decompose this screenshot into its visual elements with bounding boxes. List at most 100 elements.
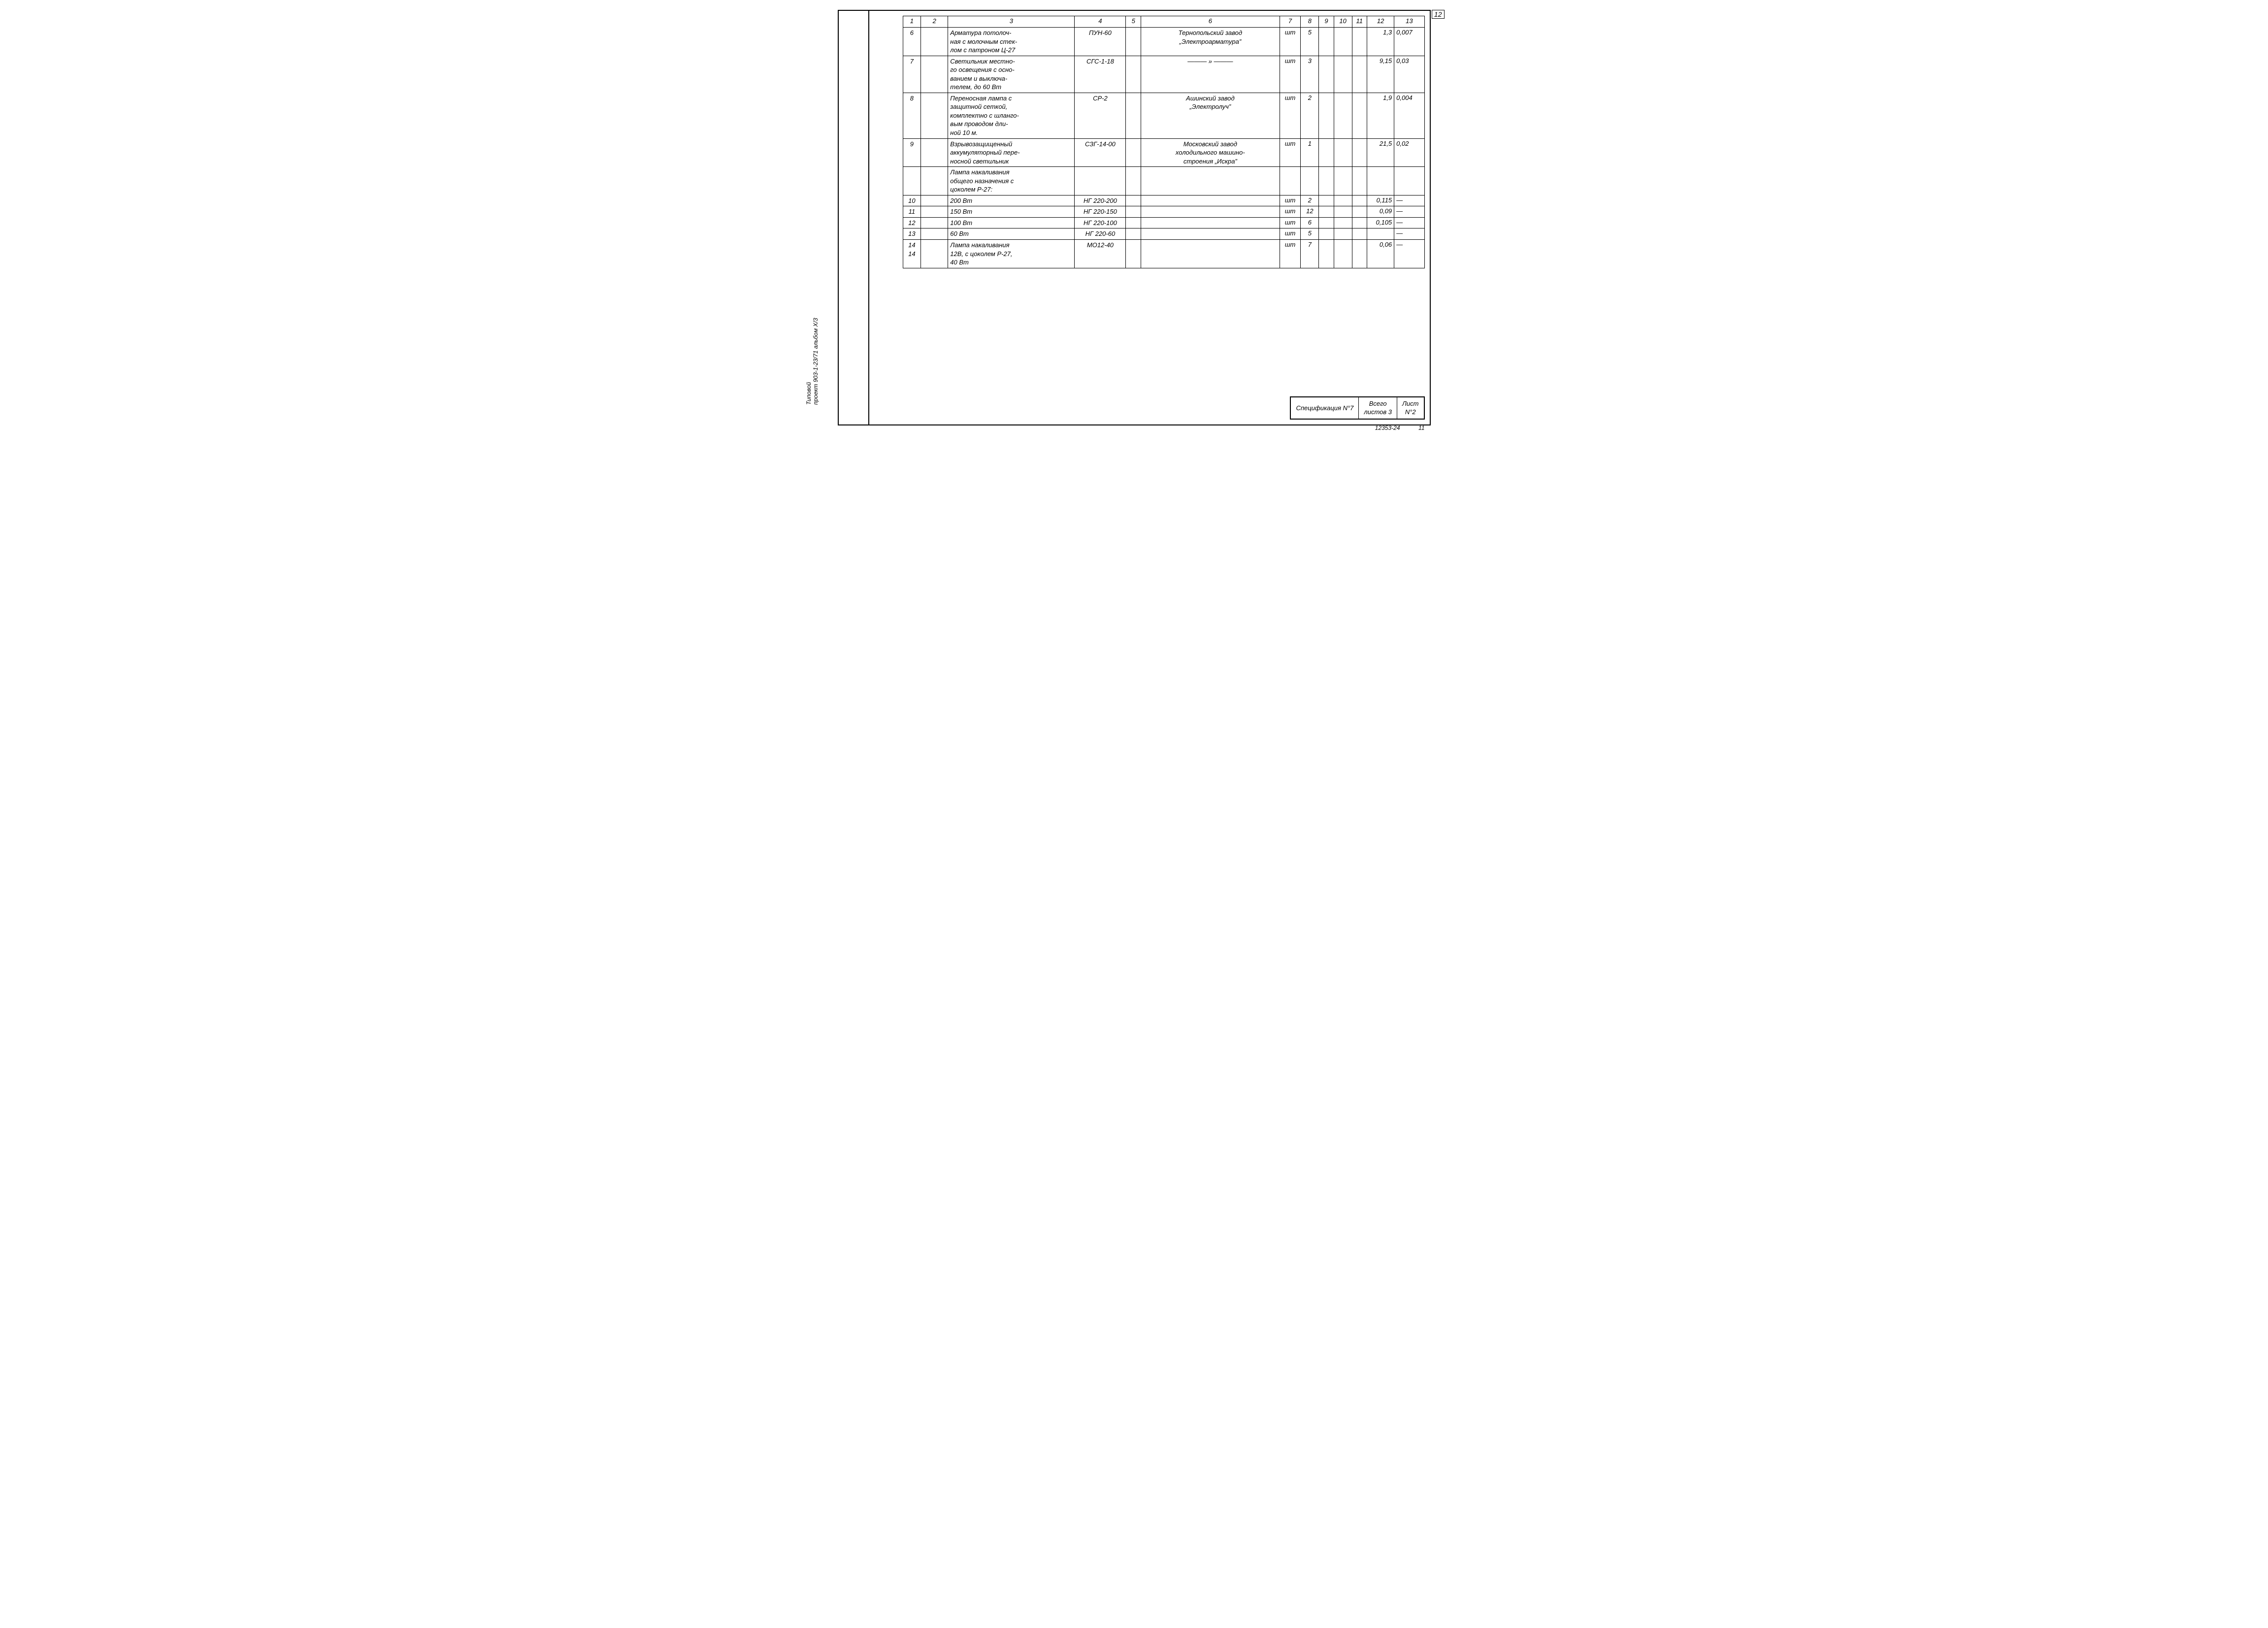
cell: Ашинский завод „Электролуч”	[1141, 93, 1280, 138]
cell	[1319, 93, 1334, 138]
cell: ——— » ———	[1141, 56, 1280, 93]
col-header: 12	[1367, 16, 1394, 28]
cell	[1352, 167, 1367, 195]
cell: 2	[1301, 195, 1319, 206]
under-page-number: 11	[1418, 424, 1424, 431]
cell	[1141, 228, 1280, 240]
cell: 60 Вт	[948, 228, 1075, 240]
cell	[1319, 217, 1334, 228]
cell: 21,5	[1367, 138, 1394, 167]
cell	[1352, 28, 1367, 56]
col-header: 2	[921, 16, 948, 28]
cell: СЗГ-14-00	[1075, 138, 1126, 167]
cell: 1,3	[1367, 28, 1394, 56]
side-label-line2: проект 903-1-23/71 альбом X/3	[812, 257, 819, 405]
cell	[1141, 217, 1280, 228]
cell: Лампа накаливания 12В, с цоколем Р-27, 4…	[948, 240, 1075, 268]
specification-table: 12345678910111213 6Арматура потолоч- ная…	[903, 16, 1425, 268]
cell: Светильник местно- го освещения с осно- …	[948, 56, 1075, 93]
table-row: 14 14 Лампа накаливания 12В, с цоколем Р-…	[903, 240, 1424, 268]
cell	[921, 206, 948, 218]
cell: 14 14	[903, 240, 921, 268]
cell: 5	[1301, 228, 1319, 240]
cell	[1352, 93, 1367, 138]
cell	[1352, 217, 1367, 228]
side-project-label: Типовой проект 903-1-23/71 альбом X/3	[805, 257, 819, 405]
cell	[921, 167, 948, 195]
table-row: Лампа накаливания общего назначения с цо…	[903, 167, 1424, 195]
table-row: 10 200 ВтНГ 220-200шт20,115—	[903, 195, 1424, 206]
cell: НГ 220-100	[1075, 217, 1126, 228]
cell	[921, 28, 948, 56]
cell: Взрывозащищенный аккумуляторный пере- но…	[948, 138, 1075, 167]
cell: шт	[1280, 56, 1301, 93]
cell: 0,09	[1367, 206, 1394, 218]
cell: 6	[903, 28, 921, 56]
cell	[1126, 93, 1141, 138]
cell: 0,06	[1367, 240, 1394, 268]
cell	[1280, 167, 1301, 195]
table-row: 8 Переносная лампа с защитной сеткой, ком…	[903, 93, 1424, 138]
cell	[1141, 195, 1280, 206]
cell: 9,15	[1367, 56, 1394, 93]
cell: 7	[903, 56, 921, 93]
cell: 1	[1301, 138, 1319, 167]
cell	[1126, 167, 1141, 195]
cell	[1352, 195, 1367, 206]
cell: Тернопольский завод „Электроарматура”	[1141, 28, 1280, 56]
cell	[921, 195, 948, 206]
cell: Переносная лампа с защитной сеткой, комп…	[948, 93, 1075, 138]
table-header-row: 12345678910111213	[903, 16, 1424, 28]
table-row: 12 100 ВтНГ 220-100шт60,105—	[903, 217, 1424, 228]
cell	[1334, 240, 1352, 268]
title-block-spec: Спецификация N°7	[1291, 397, 1358, 419]
cell	[1319, 206, 1334, 218]
cell	[1126, 28, 1141, 56]
cell	[1319, 240, 1334, 268]
cell: 0,004	[1394, 93, 1424, 138]
cell	[1367, 228, 1394, 240]
title-block: Спецификация N°7 Всего листов 3 Лист N°2	[1290, 396, 1424, 420]
cell: 5	[1301, 28, 1319, 56]
cell: 8	[903, 93, 921, 138]
cell	[1334, 217, 1352, 228]
cell: НГ 220-150	[1075, 206, 1126, 218]
col-header: 1	[903, 16, 921, 28]
cell	[921, 240, 948, 268]
cell: 13	[903, 228, 921, 240]
cell: шт	[1280, 206, 1301, 218]
cell: шт	[1280, 217, 1301, 228]
table-row: 13 60 ВтНГ 220-60шт5—	[903, 228, 1424, 240]
cell	[1141, 167, 1280, 195]
cell	[921, 138, 948, 167]
drawing-page: 12 Типовой проект 903-1-23/71 альбом X/3…	[838, 10, 1431, 425]
cell	[1334, 93, 1352, 138]
cell	[1334, 28, 1352, 56]
inner-margin-rule	[868, 11, 869, 424]
cell	[1319, 56, 1334, 93]
cell	[1126, 240, 1141, 268]
cell: шт	[1280, 138, 1301, 167]
cell: шт	[1280, 240, 1301, 268]
cell: —	[1394, 240, 1424, 268]
cell: 12	[1301, 206, 1319, 218]
cell	[1352, 206, 1367, 218]
cell: шт	[1280, 28, 1301, 56]
cell: 12	[903, 217, 921, 228]
title-block-total: Всего листов 3	[1358, 397, 1397, 419]
cell: 0,03	[1394, 56, 1424, 93]
cell: 100 Вт	[948, 217, 1075, 228]
cell	[1301, 167, 1319, 195]
cell: 1,9	[1367, 93, 1394, 138]
cell: СР-2	[1075, 93, 1126, 138]
cell	[1352, 56, 1367, 93]
cell	[1126, 217, 1141, 228]
cell: —	[1394, 228, 1424, 240]
table-row: 6Арматура потолоч- ная с молочным стек- …	[903, 28, 1424, 56]
cell	[1334, 167, 1352, 195]
cell	[1334, 56, 1352, 93]
cell	[1352, 240, 1367, 268]
cell	[903, 167, 921, 195]
specification-table-wrap: 12345678910111213 6Арматура потолоч- ная…	[903, 16, 1425, 268]
cell: 0,02	[1394, 138, 1424, 167]
